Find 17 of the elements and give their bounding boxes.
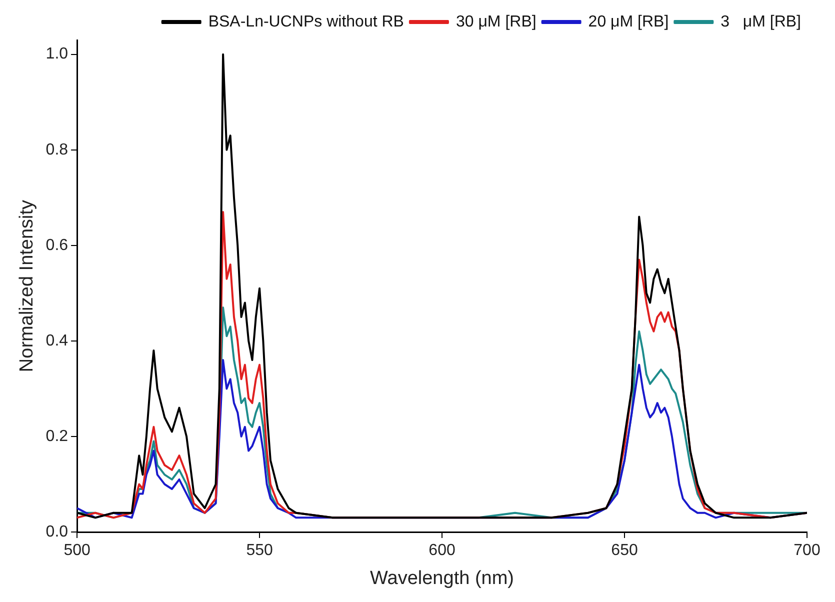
y-tick-label: 0.6 [46, 236, 68, 254]
y-axis-title: Normalized Intensity [16, 199, 38, 372]
legend-label: BSA-Ln-UCNPs without RB [208, 13, 404, 30]
x-tick-label: 500 [64, 542, 90, 560]
x-tick-label: 550 [246, 542, 273, 560]
x-tick-label: 700 [794, 542, 820, 560]
legend-label: 3 μM [RB] [720, 13, 801, 30]
legend-label: 30 μM [RB] [456, 13, 536, 30]
x-tick-label: 650 [611, 542, 638, 560]
y-tick-label: 0.0 [46, 523, 68, 540]
x-axis-title: Wavelength (nm) [370, 568, 514, 589]
y-tick-label: 0.2 [46, 428, 68, 445]
x-tick-label: 600 [428, 542, 456, 560]
y-tick-label: 1.0 [46, 46, 68, 63]
y-tick-label: 0.8 [46, 141, 68, 158]
legend-label: 20 μM [RB] [588, 13, 669, 30]
y-tick-label: 0.4 [46, 332, 68, 350]
